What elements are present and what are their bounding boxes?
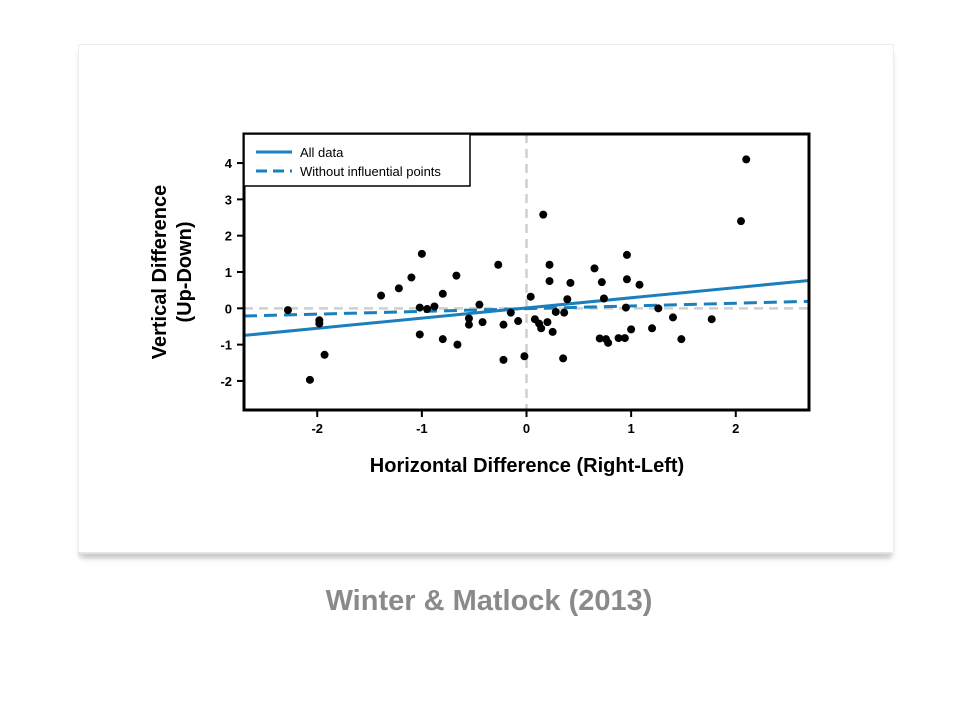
y-tick-label: 0 xyxy=(225,301,232,316)
data-point xyxy=(514,317,523,326)
data-point xyxy=(604,338,613,347)
data-point xyxy=(545,260,554,269)
data-point xyxy=(622,275,631,284)
y-tick-label: 1 xyxy=(225,265,232,280)
data-point xyxy=(464,314,473,323)
y-axis-label-line-1: Vertical Difference xyxy=(149,185,171,360)
data-point xyxy=(520,352,529,361)
y-tick-label: 2 xyxy=(225,229,232,244)
data-point xyxy=(622,250,631,259)
data-point xyxy=(560,308,569,317)
data-point xyxy=(506,308,515,317)
y-axis-label-line-2: (Up-Down) xyxy=(174,221,196,322)
data-point xyxy=(453,340,462,349)
citation-caption: Winter & Matlock (2013) xyxy=(325,585,653,617)
data-point xyxy=(551,307,560,316)
y-tick-label: 3 xyxy=(225,192,232,207)
data-point xyxy=(736,217,745,226)
data-point xyxy=(526,292,535,301)
legend-label: All data xyxy=(300,145,344,160)
data-point xyxy=(452,271,461,280)
data-point xyxy=(494,260,503,269)
data-point xyxy=(627,325,636,334)
data-point xyxy=(668,313,677,322)
y-tick-label: -1 xyxy=(220,338,232,353)
x-axis-label: Horizontal Difference (Right-Left) xyxy=(370,455,684,477)
y-tick-label: 4 xyxy=(225,156,233,171)
y-tick-label: -2 xyxy=(220,374,232,389)
data-point xyxy=(707,315,716,324)
data-point xyxy=(590,264,599,273)
data-point xyxy=(438,335,447,344)
data-point xyxy=(599,294,608,303)
card-reflection xyxy=(78,552,892,560)
x-tick-label: 0 xyxy=(523,421,530,436)
data-point xyxy=(563,295,572,304)
data-point xyxy=(475,300,484,309)
data-point xyxy=(677,335,686,344)
data-point xyxy=(620,334,629,343)
data-point xyxy=(545,277,554,286)
data-point xyxy=(648,324,657,333)
legend-label: Without influential points xyxy=(300,164,441,179)
data-point xyxy=(566,278,575,287)
data-point xyxy=(543,318,552,327)
data-point xyxy=(499,320,508,329)
data-point xyxy=(654,304,663,313)
data-point xyxy=(417,249,426,258)
legend-box xyxy=(243,133,471,187)
data-point xyxy=(537,324,546,333)
data-point xyxy=(478,318,487,327)
data-point xyxy=(415,303,424,312)
data-point xyxy=(635,280,644,289)
data-point xyxy=(742,155,751,164)
fit-line-without-influential xyxy=(244,299,809,318)
data-point xyxy=(283,306,292,315)
slide-card xyxy=(78,44,894,554)
data-point xyxy=(438,289,447,298)
data-point xyxy=(315,319,324,328)
data-point xyxy=(499,355,508,364)
data-point xyxy=(597,278,606,287)
data-point xyxy=(614,334,623,343)
x-tick-label: 2 xyxy=(732,421,739,436)
x-tick-label: -2 xyxy=(311,421,323,436)
data-point xyxy=(415,330,424,339)
data-point xyxy=(320,350,329,359)
x-tick-label: 1 xyxy=(628,421,635,436)
data-point xyxy=(305,375,314,384)
data-point xyxy=(559,354,568,363)
data-point xyxy=(539,210,548,219)
data-point xyxy=(430,302,439,311)
data-point xyxy=(464,320,473,329)
data-point xyxy=(377,291,386,300)
data-point xyxy=(407,273,416,282)
data-point xyxy=(394,284,403,293)
data-point xyxy=(595,334,604,343)
data-point xyxy=(621,303,630,312)
data-point xyxy=(423,305,432,314)
data-point xyxy=(548,327,557,336)
x-tick-label: -1 xyxy=(416,421,428,436)
